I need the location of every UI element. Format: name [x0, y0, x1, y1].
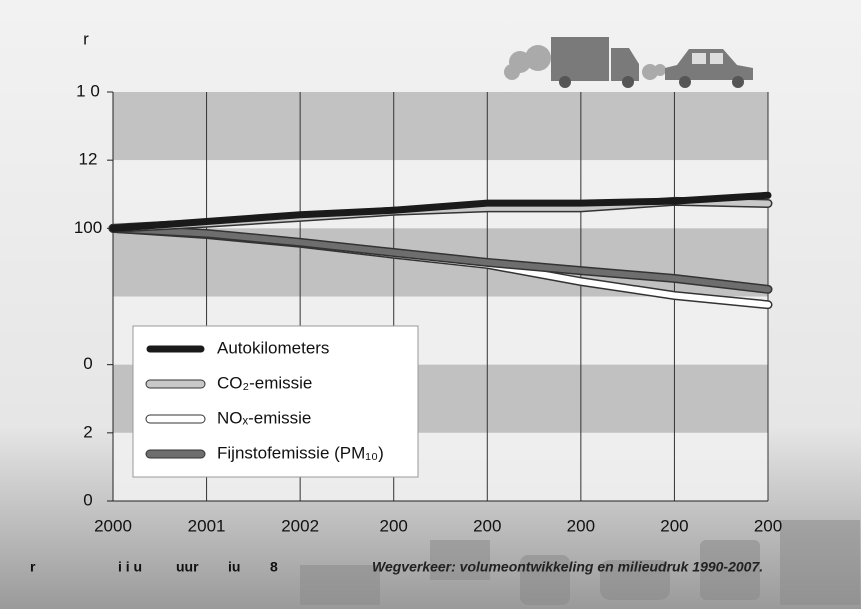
- x-tick-label: 200: [567, 516, 595, 535]
- footer-text: i i u: [118, 559, 142, 575]
- footer-text: r: [30, 559, 36, 575]
- y-axis-label: r: [83, 29, 89, 48]
- x-tick-label: 200: [473, 516, 501, 535]
- x-tick-label: 2002: [281, 516, 319, 535]
- x-tick-label: 200: [660, 516, 688, 535]
- y-tick-label: 12: [79, 150, 98, 169]
- x-tick-label: 200: [380, 516, 408, 535]
- legend-label: CO₂-emissie: [217, 373, 312, 392]
- legend-label: Fijnstofemissie (PM₁₀): [217, 443, 384, 462]
- y-tick-label: 100: [74, 218, 102, 237]
- y-tick-label: 1 0: [76, 81, 100, 100]
- source: Wegverkeer: volumeontwikkeling en milieu…: [372, 559, 763, 575]
- y-tick-label: 0: [83, 490, 92, 509]
- traffic-photo: [300, 520, 860, 605]
- x-tick-label: 200: [754, 516, 782, 535]
- footer-text: 8: [270, 559, 278, 575]
- footer-text: iu: [228, 559, 240, 575]
- y-tick-label: 0: [83, 354, 92, 373]
- x-tick-label: 2000: [94, 516, 132, 535]
- legend-label: Autokilometers: [217, 338, 329, 357]
- x-tick-label: 2001: [188, 516, 226, 535]
- legend-label: NOₓ-emissie: [217, 408, 311, 427]
- footer-text: uur: [176, 559, 199, 575]
- line: [109, 191, 772, 232]
- line: [110, 225, 771, 293]
- band: [113, 92, 768, 161]
- vehicle-icons: [504, 37, 753, 88]
- y-tick-label: 2: [83, 422, 92, 441]
